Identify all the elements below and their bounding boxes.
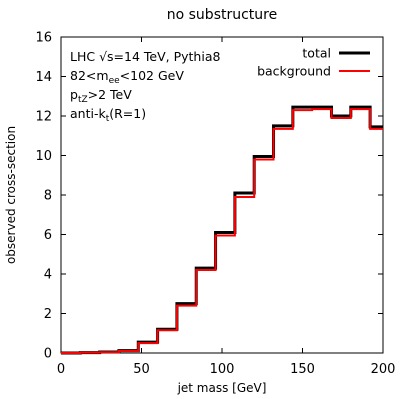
annotation-main: p: [70, 87, 78, 102]
annotation-subscript: ee: [109, 76, 121, 86]
x-tick-label: 50: [133, 362, 150, 377]
y-tick-label: 4: [44, 268, 52, 283]
annotation-rest: >2 TeV: [88, 87, 133, 102]
y-tick-label: 0: [44, 347, 52, 362]
annotation-main: anti-k: [70, 106, 106, 121]
y-tick-label: 14: [35, 70, 52, 85]
annotation-4: anti-kt(R=1): [70, 106, 146, 124]
y-tick-label: 6: [44, 228, 52, 243]
y-tick-label: 10: [35, 149, 52, 164]
series-line-total: [61, 105, 383, 355]
x-tick-label: 0: [57, 362, 65, 377]
y-tick-label: 16: [35, 31, 52, 46]
annotation-rest: (R=1): [109, 106, 146, 121]
x-tick-label: 200: [371, 362, 396, 377]
legend-label-total: total: [302, 46, 331, 61]
annotation-1: LHC √s=14 TeV, Pythia8: [70, 49, 220, 64]
plot-area: 0 50 100 150 200 0 2 4 6 8 10 12 14 16 total background…: [35, 31, 395, 378]
annotation-subscript: tZ: [78, 95, 88, 105]
x-tick-label: 150: [290, 362, 315, 377]
x-tick-label: 100: [210, 362, 235, 377]
y-axis-title: observed cross-section: [4, 126, 18, 264]
annotation-main: 82<m: [70, 68, 109, 83]
series-line-background: [61, 108, 383, 354]
annotation-2: 82<mee<102 GeV: [70, 68, 184, 86]
y-tick-label: 8: [44, 189, 52, 204]
annotation-rest: <102 GeV: [120, 68, 185, 83]
annotation-subscript: t: [106, 114, 110, 124]
y-tick-label: 12: [35, 110, 52, 125]
x-axis-title: jet mass [GeV]: [177, 381, 267, 395]
annotation-3: ptZ>2 TeV: [70, 87, 132, 105]
y-tick-label: 2: [44, 307, 52, 322]
legend-label-background: background: [257, 64, 331, 79]
chart-title: no substructure: [167, 7, 277, 23]
